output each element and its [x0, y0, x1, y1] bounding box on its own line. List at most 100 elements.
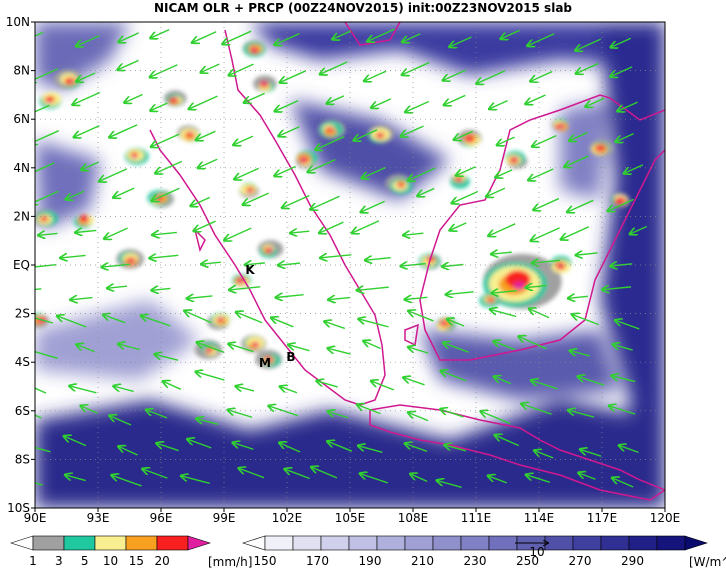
- wind-vector: [107, 286, 128, 288]
- wind-vector: [74, 125, 100, 137]
- legend-level: 210: [411, 554, 434, 568]
- wind-vector: [329, 298, 350, 300]
- wind-vector: [75, 230, 97, 232]
- lon-label: 93E: [87, 511, 110, 525]
- wind-vector: [450, 36, 472, 47]
- lon-label: 120E: [650, 511, 681, 525]
- legend-level: 270: [569, 554, 592, 568]
- legend-level: 290: [621, 554, 644, 568]
- precip-cell: [47, 100, 51, 103]
- wind-vector: [229, 63, 254, 75]
- precip-cell: [253, 342, 258, 347]
- wind-vector: [189, 95, 218, 109]
- wind-vector: [494, 341, 516, 351]
- precip-cell: [558, 124, 564, 128]
- lon-label: 90E: [24, 511, 47, 525]
- precip-cell: [330, 129, 334, 132]
- wind-vector: [196, 372, 225, 381]
- wind-vector: [319, 221, 344, 233]
- wind-vector: [155, 354, 179, 361]
- wind-vector: [565, 155, 589, 167]
- legend-swatch: [432, 535, 462, 551]
- wind-vector: [114, 386, 134, 393]
- wind-vector: [315, 136, 345, 150]
- wind-vector: [151, 29, 170, 38]
- wind-vector: [495, 435, 520, 447]
- wind-vector: [223, 30, 252, 44]
- legend-unit: [W/m^2]: [689, 555, 726, 569]
- wind-vector: [405, 100, 430, 112]
- coastline: [369, 404, 665, 501]
- wind-vector: [417, 187, 435, 196]
- wind-vector: [141, 316, 171, 327]
- wind-vector: [35, 316, 54, 324]
- wind-vector: [99, 168, 128, 181]
- wind-vector: [35, 482, 43, 486]
- wind-vector: [224, 227, 252, 240]
- legend-swatch: [156, 535, 189, 551]
- legend-level: 150: [254, 554, 277, 568]
- legend-swatch: [460, 535, 490, 551]
- wind-vector: [570, 351, 590, 357]
- precip-cell: [301, 157, 306, 161]
- wind-vector: [364, 70, 387, 81]
- precip-cell: [129, 259, 134, 263]
- legend-level: 15: [129, 554, 144, 568]
- legend-swatch: [63, 535, 96, 551]
- wind-vector: [61, 255, 86, 258]
- precip-cell: [614, 198, 624, 205]
- wind-vector: [65, 475, 86, 482]
- wind-vector: [38, 233, 58, 235]
- precip-cell: [398, 183, 405, 188]
- lon-label: 108E: [398, 511, 429, 525]
- wind-vector: [150, 255, 179, 258]
- legend-swatch: [320, 535, 350, 551]
- precip-cell: [513, 281, 526, 290]
- wind-vector: [612, 376, 636, 383]
- wind-vector: [528, 33, 555, 46]
- wind-vector: [618, 101, 638, 111]
- wind-vector: [311, 467, 338, 479]
- wind-vector: [35, 265, 57, 268]
- place-label: M: [259, 356, 271, 370]
- wind-vector: [531, 380, 558, 390]
- legend-swatch: [628, 535, 658, 551]
- wind-vector: [229, 344, 254, 353]
- wind-vector: [280, 70, 307, 83]
- wind-vector: [580, 449, 602, 457]
- precip-cell: [189, 132, 193, 135]
- wind-vector: [328, 441, 353, 452]
- wind-vector: [109, 124, 138, 137]
- wind-vector: [143, 469, 168, 479]
- legend-swatch: [125, 535, 158, 551]
- wind-vector: [146, 410, 168, 419]
- wind-vector: [119, 446, 138, 456]
- wind-vector: [320, 61, 348, 74]
- wind-vector: [534, 451, 554, 459]
- wind-vector: [609, 406, 636, 415]
- wind-vector: [610, 264, 633, 266]
- wind-vector: [528, 168, 554, 180]
- wind-vector: [496, 169, 513, 177]
- map-area: [35, 22, 665, 508]
- lat-label: 6N: [13, 112, 30, 126]
- wind-vector: [70, 386, 97, 394]
- wind-vector: [276, 295, 304, 298]
- wind-vector: [408, 347, 429, 354]
- wind-vector: [408, 413, 429, 422]
- wind-vector: [233, 443, 254, 450]
- wind-vector: [567, 199, 594, 212]
- legend-end: [242, 535, 266, 551]
- wind-vector: [244, 92, 265, 102]
- wind-vector: [76, 35, 100, 46]
- wind-vector: [228, 410, 253, 418]
- wind-vector: [442, 265, 464, 267]
- legend-swatch: [404, 535, 434, 551]
- lat-label: 10S: [7, 501, 30, 515]
- wind-vector: [357, 287, 389, 290]
- wind-vector: [401, 125, 424, 136]
- wind-vector: [405, 444, 428, 452]
- precip-cell: [44, 96, 54, 103]
- wind-vector: [402, 33, 421, 42]
